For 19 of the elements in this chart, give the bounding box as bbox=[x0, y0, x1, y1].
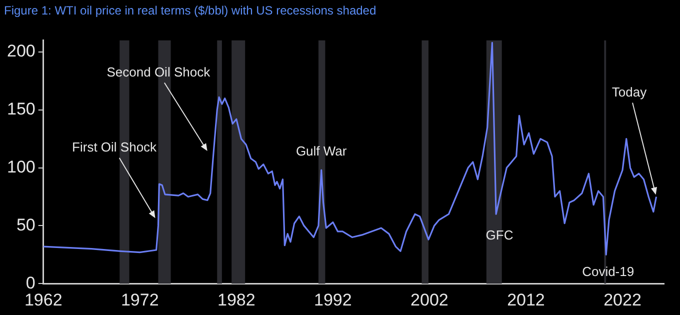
x-tick-label: 2022 bbox=[604, 290, 642, 310]
y-tick-label: 100 bbox=[6, 157, 36, 176]
x-tick-label: 2012 bbox=[507, 290, 545, 310]
annotation: First Oil Shock bbox=[72, 139, 158, 154]
x-tick-label: 1962 bbox=[24, 290, 62, 310]
y-tick-label: 50 bbox=[16, 215, 36, 234]
annotation: GFC bbox=[486, 228, 514, 243]
x-tick-label: 2002 bbox=[410, 290, 448, 310]
x-tick-label: 1972 bbox=[120, 290, 159, 310]
y-tick-label: 150 bbox=[6, 100, 36, 119]
y-tick-label: 200 bbox=[6, 42, 36, 61]
annotation: Today bbox=[612, 84, 648, 100]
annotation: Gulf War bbox=[296, 144, 348, 159]
annotation: Second Oil Shock bbox=[106, 64, 211, 80]
y-tick-label: 0 bbox=[26, 273, 36, 292]
annotation: Covid-19 bbox=[582, 264, 634, 280]
chart-title: Figure 1: WTI oil price in real terms ($/bbl) with US recessions shaded bbox=[4, 4, 376, 18]
x-tick-label: 1982 bbox=[217, 290, 256, 310]
x-tick-label: 1992 bbox=[314, 290, 352, 310]
